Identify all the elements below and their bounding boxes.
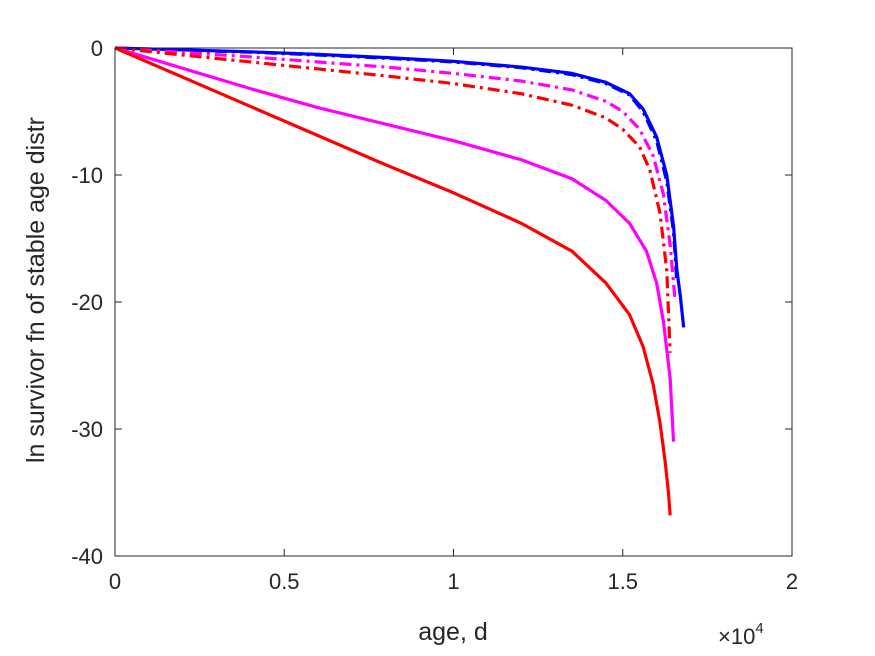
y-tick-label: -10 [71, 163, 103, 188]
series-line-2 [114, 46, 679, 284]
x-multiplier-exponent: 4 [755, 620, 763, 637]
x-multiplier: ×104 [718, 620, 764, 649]
plot-area [115, 48, 792, 556]
x-tick-label: 1 [447, 569, 459, 594]
y-axis-label: ln survivor fn of stable age distr [22, 117, 50, 463]
series-line-4 [114, 46, 672, 353]
x-multiplier-base: ×10 [718, 624, 755, 649]
x-axis-label: age, d [418, 618, 488, 646]
series-line-5 [114, 46, 676, 442]
y-tick-label: -40 [71, 544, 103, 569]
y-tick-label: -20 [71, 290, 103, 315]
x-tick-label: 1.5 [607, 569, 638, 594]
y-tick-label: -30 [71, 417, 103, 442]
series-line-6 [114, 46, 672, 516]
x-tick-label: 0 [109, 569, 121, 594]
x-tick-label: 2 [786, 569, 798, 594]
y-tick-label: 0 [91, 36, 103, 61]
tick-layer: 0 0.5 1 1.5 2 0 -10 -20 -30 -40 [71, 36, 798, 594]
series-layer [114, 46, 686, 516]
x-tick-label: 0.5 [269, 569, 300, 594]
series-line-3 [114, 46, 677, 303]
